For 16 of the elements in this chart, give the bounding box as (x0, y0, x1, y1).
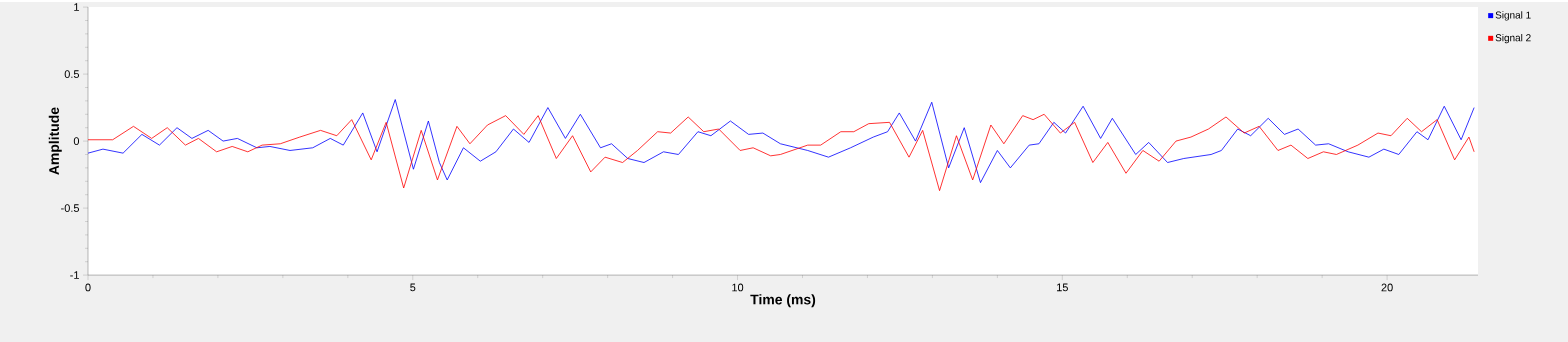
x-tick-label: 20 (1381, 283, 1393, 292)
y-tick-label: 1 (74, 3, 79, 11)
y-tick-label: 0 (73, 137, 80, 145)
line-series (88, 113, 1475, 192)
legend-label: Signal 1 (1495, 11, 1531, 21)
y-axis-title: Amplitude (48, 107, 62, 175)
y-tick-label: -1 (70, 271, 79, 279)
y-tick-label: -0.5 (61, 204, 80, 212)
x-tick-label: 0 (85, 283, 91, 292)
x-tick-label: 5 (410, 283, 416, 292)
line-series (88, 99, 1475, 183)
x-tick-label: 10 (732, 283, 744, 292)
legend-label: Signal 2 (1495, 33, 1531, 44)
x-tick-label: 15 (1057, 283, 1068, 292)
y-tick-label: 0.5 (64, 70, 80, 78)
x-axis-title: Time (ms) (750, 294, 816, 308)
